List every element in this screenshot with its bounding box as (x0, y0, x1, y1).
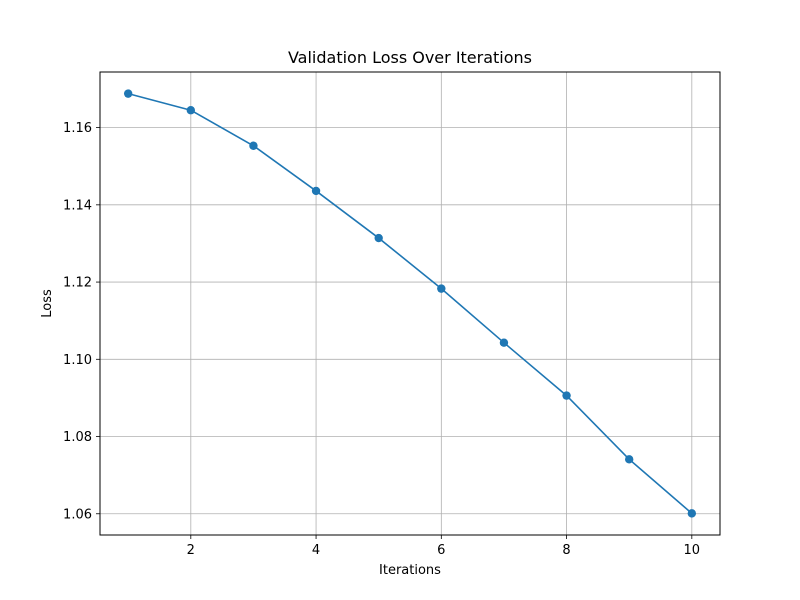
x-axis-ticks: 2 4 6 8 10 (187, 535, 700, 558)
data-point (123, 89, 133, 98)
data-point (437, 284, 446, 293)
data-point (311, 186, 321, 196)
data-point (374, 233, 383, 243)
x-tick-label: 4 (312, 543, 320, 558)
data-point (562, 391, 571, 400)
grid-lines (100, 72, 720, 535)
data-point (687, 509, 697, 518)
y-tick-label: 1.10 (63, 353, 92, 368)
y-axis-ticks: 1.06 1.08 1.10 1.12 1.14 1.16 (63, 121, 100, 522)
y-axis-label: Loss (40, 289, 55, 318)
x-tick-label: 2 (187, 543, 195, 558)
data-point (186, 106, 196, 115)
x-tick-label: 8 (562, 543, 570, 558)
data-point (499, 338, 509, 347)
x-tick-label: 10 (684, 543, 701, 558)
y-tick-label: 1.08 (63, 430, 92, 445)
x-tick-label: 6 (437, 543, 445, 558)
y-tick-label: 1.14 (63, 198, 92, 213)
y-tick-label: 1.06 (63, 507, 92, 522)
series-layer (123, 89, 697, 518)
y-tick-label: 1.16 (63, 121, 92, 136)
plot-area-frame (99, 71, 721, 536)
data-point (624, 455, 634, 464)
x-axis-label: Iterations (379, 563, 441, 578)
chart-title: Validation Loss Over Iterations (288, 48, 532, 67)
data-point (249, 141, 258, 150)
y-tick-label: 1.12 (63, 276, 92, 291)
series-line (127, 92, 693, 514)
